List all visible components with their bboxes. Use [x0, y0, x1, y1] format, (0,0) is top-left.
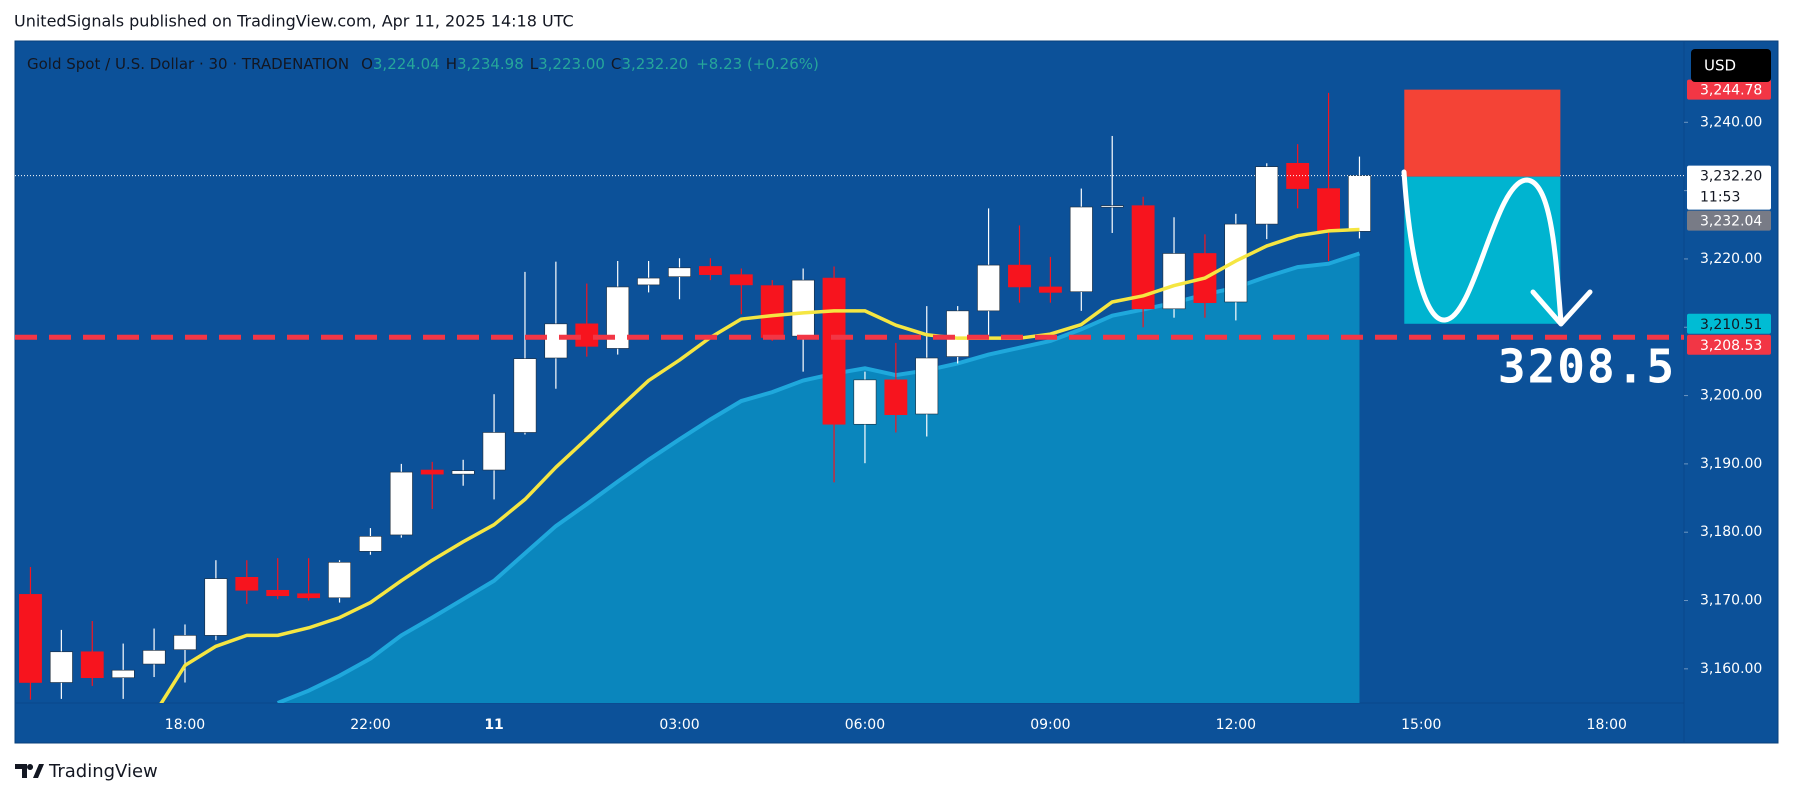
candle-body: [729, 274, 753, 286]
legend-change: +8.23 (+0.26%): [696, 55, 819, 73]
legend-key: C: [611, 55, 621, 73]
candle-body: [19, 594, 42, 683]
x-tick-label: 06:00: [845, 717, 885, 733]
x-tick-label: 11: [484, 717, 503, 733]
candle-body: [606, 286, 630, 349]
x-tick-label: 12:00: [1216, 717, 1256, 733]
candle-body: [853, 379, 877, 425]
candle-body: [235, 576, 259, 591]
price-label: 3,244.78: [1700, 83, 1762, 99]
currency-label: USD: [1704, 57, 1736, 75]
candle-body: [791, 279, 815, 337]
x-tick-label: 03:00: [659, 717, 699, 733]
candle-body: [977, 264, 1001, 312]
area-fill: [277, 253, 1360, 703]
logo-icon: [15, 764, 44, 778]
y-tick-label: 3,180.00: [1700, 524, 1762, 540]
price-label: 3,208.53: [1700, 338, 1762, 354]
plot: [15, 89, 1684, 703]
legend-symbol: Gold Spot / U.S. Dollar · 30 · TRADENATI…: [27, 55, 349, 73]
price-countdown: 11:53: [1700, 190, 1740, 206]
candle-body: [204, 578, 228, 636]
header: UnitedSignals published on TradingView.c…: [14, 12, 574, 31]
candle-body: [111, 669, 135, 679]
candle-body: [142, 650, 166, 665]
candle-body: [173, 635, 197, 651]
candle-body: [266, 589, 290, 597]
x-tick-label: 09:00: [1030, 717, 1070, 733]
candle-body: [328, 561, 351, 599]
y-tick-label: 3,190.00: [1700, 456, 1762, 472]
y-tick-label: 3,220.00: [1700, 251, 1762, 267]
candle-body: [451, 470, 475, 475]
legend-value: 3,224.04: [373, 55, 440, 73]
candle-body: [1348, 175, 1371, 232]
price-label: 3,210.51: [1700, 317, 1762, 333]
candle-body: [1100, 205, 1124, 208]
candle-body: [760, 285, 784, 338]
y-tick-label: 3,170.00: [1700, 593, 1762, 609]
x-tick-label: 22:00: [350, 717, 390, 733]
logo-text: TradingView: [48, 761, 158, 782]
price-label: 3,232.04: [1700, 214, 1762, 230]
candle-body: [1255, 166, 1279, 225]
candle-body: [1317, 188, 1340, 233]
candle-body: [637, 277, 661, 286]
y-tick-label: 3,160.00: [1700, 661, 1762, 677]
candle-body: [80, 651, 104, 679]
candle-body: [513, 358, 537, 433]
candle-body: [668, 267, 691, 277]
candle-body: [1162, 253, 1186, 310]
y-tick-label: 3,200.00: [1700, 388, 1762, 404]
candle-body: [1008, 264, 1031, 288]
price-label-box: [1687, 334, 1771, 355]
price-label: 3,232.20: [1700, 169, 1762, 185]
candle-body: [946, 310, 970, 357]
x-tick-label: 18:00: [1587, 717, 1627, 733]
y-tick-label: 3,240.00: [1700, 114, 1762, 130]
candle-body: [1224, 223, 1248, 303]
legend-value: 3,234.98: [457, 55, 524, 73]
price-label-box: [1687, 313, 1771, 334]
tradingview-logo: TradingView: [15, 761, 158, 782]
drawn-arrow: [1401, 169, 1593, 327]
x-tick-label: 15:00: [1401, 717, 1441, 733]
overlay: 3208.5: [1401, 169, 1676, 394]
price-label-box: [1687, 210, 1771, 231]
candle-body: [884, 379, 908, 415]
candle-body: [49, 651, 73, 683]
candle-body: [297, 593, 321, 599]
legend-key: O: [361, 55, 373, 73]
legend-value: 3,223.00: [538, 55, 605, 73]
price-axis: 3,160.00 3,170.00 3,180.00 3,190.00 3,200.00…: [1684, 79, 1771, 677]
candle-body: [1131, 205, 1155, 310]
candle-body: [1069, 206, 1093, 293]
candle-body: [915, 357, 939, 415]
candle-body: [420, 469, 444, 475]
x-tick-label: 18:00: [165, 717, 205, 733]
candle-body: [359, 536, 382, 552]
candle-body: [698, 266, 722, 275]
position-stop: [1404, 89, 1561, 177]
ma-line: [159, 227, 1360, 703]
currency-button[interactable]: [1691, 49, 1771, 82]
candle-body: [822, 277, 846, 425]
candle-body: [1038, 286, 1062, 293]
price-label-box: [1687, 165, 1771, 210]
annotation: 3208.5: [1498, 340, 1676, 394]
legend-key: L: [530, 55, 539, 73]
price-label-box: [1687, 79, 1771, 100]
candle-body: [389, 471, 413, 536]
legend: Gold Spot / U.S. Dollar · 30 · TRADENATI…: [27, 55, 819, 73]
candle-body: [482, 432, 506, 471]
legend-value: 3,232.20: [621, 55, 688, 73]
legend-key: H: [446, 55, 457, 73]
candle-body: [544, 323, 568, 359]
